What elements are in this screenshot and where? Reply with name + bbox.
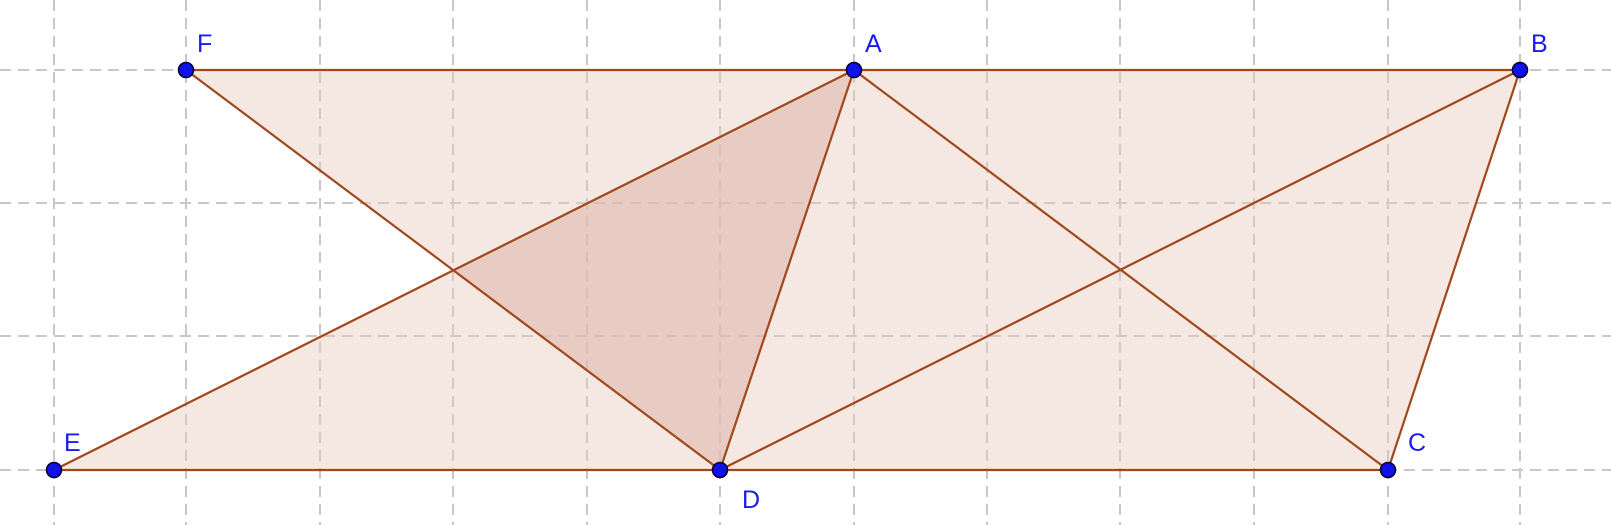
point-e[interactable] — [45, 461, 63, 479]
segment-bc[interactable] — [1386, 68, 1522, 472]
label-d: D — [742, 486, 760, 514]
label-b: B — [1531, 30, 1548, 58]
segment-ea[interactable] — [52, 68, 856, 472]
point-f[interactable] — [177, 61, 195, 79]
point-b[interactable] — [1511, 61, 1529, 79]
segment-db[interactable] — [718, 68, 1522, 472]
label-a: A — [865, 30, 882, 58]
point-a[interactable] — [845, 61, 863, 79]
label-c: C — [1408, 429, 1426, 457]
label-f: F — [197, 30, 212, 58]
polygon-fade — [186, 70, 854, 470]
segment-ad[interactable] — [718, 68, 856, 472]
segments — [52, 68, 1522, 472]
polygon-overlap — [453, 70, 854, 470]
points — [45, 61, 1529, 479]
point-d[interactable] — [711, 461, 729, 479]
label-e: E — [64, 429, 81, 457]
point-c[interactable] — [1379, 461, 1397, 479]
labels: F A B E D C — [64, 30, 1548, 514]
